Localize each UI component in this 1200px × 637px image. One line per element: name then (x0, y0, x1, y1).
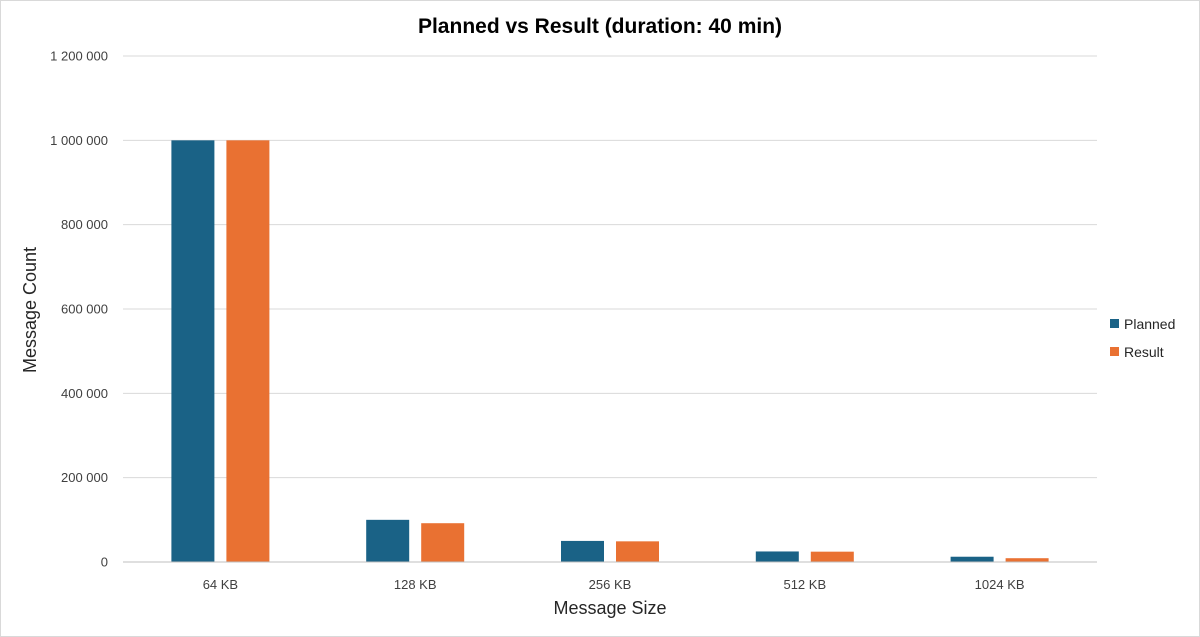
chart-title: Planned vs Result (duration: 40 min) (418, 15, 782, 38)
y-axis-title: Message Count (20, 247, 40, 373)
y-tick-label: 1 000 000 (50, 133, 108, 148)
legend-label-planned: Planned (1124, 316, 1175, 332)
y-tick-label: 400 000 (61, 386, 108, 401)
legend-swatch-planned (1110, 319, 1119, 328)
y-tick-label: 200 000 (61, 470, 108, 485)
bar-result-1024kb (1005, 558, 1049, 562)
x-axis-title: Message Size (553, 598, 666, 618)
y-tick-label: 800 000 (61, 217, 108, 232)
y-axis-ticks: 0 200 000 400 000 600 000 800 000 1 000 000 1 … (50, 49, 108, 570)
bars (171, 140, 1049, 563)
legend-label-result: Result (1124, 344, 1164, 360)
bar-planned-128kb (366, 519, 410, 562)
bar-planned-256kb (561, 540, 604, 562)
bar-result-64kb (226, 140, 270, 563)
bar-planned-1024kb (950, 556, 994, 562)
x-tick-label: 64 KB (203, 577, 238, 592)
bar-result-256kb (616, 541, 659, 562)
x-tick-label: 1024 KB (975, 577, 1025, 592)
x-tick-label: 512 KB (783, 577, 826, 592)
x-axis-ticks: 64 KB 128 KB 256 KB 512 KB 1024 KB (203, 577, 1025, 592)
bar-planned-512kb (755, 551, 799, 562)
y-tick-label: 0 (101, 555, 108, 570)
gridlines (123, 55, 1097, 479)
legend-swatch-result (1110, 347, 1119, 356)
bar-result-128kb (421, 523, 465, 562)
x-tick-label: 256 KB (589, 577, 632, 592)
bar-planned-64kb (171, 140, 215, 563)
legend: Planned Result (1110, 316, 1175, 360)
bar-result-512kb (810, 551, 854, 562)
y-tick-label: 600 000 (61, 302, 108, 317)
y-tick-label: 1 200 000 (50, 49, 108, 64)
x-tick-label: 128 KB (394, 577, 437, 592)
